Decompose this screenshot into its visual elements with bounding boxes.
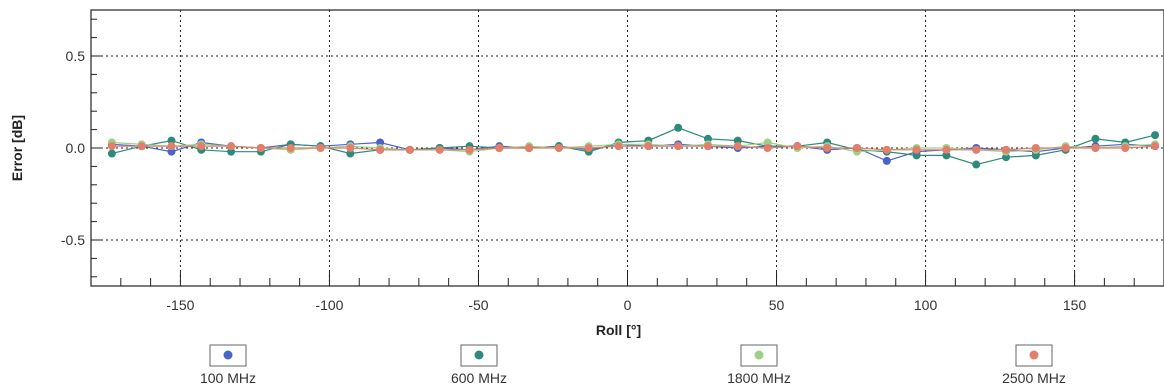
y-tick-label: 0.5 [66, 48, 86, 64]
x-tick-label: -150 [166, 297, 194, 313]
data-point [1002, 145, 1011, 154]
data-point [793, 142, 802, 151]
data-point [1151, 142, 1160, 151]
y-tick-label: 0.0 [66, 140, 86, 156]
data-point [197, 142, 206, 151]
x-axis-title: Roll [°] [596, 322, 641, 338]
x-tick-label: -50 [468, 297, 488, 313]
data-point [674, 142, 683, 151]
data-point [674, 123, 683, 132]
data-point [853, 144, 862, 152]
data-point [227, 147, 236, 156]
data-point [912, 151, 921, 160]
data-point [256, 144, 265, 152]
data-point [137, 142, 146, 151]
data-point [763, 144, 772, 152]
data-point [1031, 151, 1040, 160]
data-point [733, 136, 742, 145]
y-axis-title: Error [dB] [9, 115, 25, 181]
grid-layer [91, 10, 1164, 286]
data-point [942, 145, 951, 154]
x-tick-label: -100 [315, 297, 343, 313]
data-point [972, 145, 981, 154]
x-tick-label: 100 [914, 297, 938, 313]
data-point [614, 142, 623, 151]
data-point [525, 144, 534, 152]
legend-item: 100 MHz [200, 344, 256, 386]
data-point [584, 144, 593, 152]
data-point [703, 134, 712, 143]
legend-item: 2500 MHz [1002, 344, 1066, 386]
data-point [376, 138, 385, 147]
data-point [644, 142, 653, 151]
data-point [554, 144, 563, 152]
legend-item: 1800 MHz [727, 344, 791, 386]
legend: 100 MHz 600 MHz 1800 MHz 2500 MHz [200, 344, 1066, 386]
data-point [227, 142, 236, 151]
x-tick-label: 50 [769, 297, 785, 313]
series-2500-mhz [107, 142, 1160, 154]
legend-marker [474, 350, 484, 360]
data-point [167, 142, 176, 151]
series-line [111, 127, 1156, 166]
data-point [346, 149, 355, 158]
data-point [823, 144, 832, 152]
series-line [111, 145, 1156, 151]
data-point [405, 145, 414, 154]
legend-label: 100 MHz [200, 370, 256, 386]
legend-marker [754, 350, 764, 360]
legend-label: 1800 MHz [727, 370, 791, 386]
series-layer [107, 123, 1160, 169]
data-point [495, 144, 504, 152]
data-point [1061, 144, 1070, 152]
data-point [286, 144, 295, 152]
x-tick-label: 0 [624, 297, 632, 313]
data-point [1002, 153, 1011, 162]
data-point [733, 142, 742, 151]
data-point [435, 145, 444, 154]
data-point [107, 149, 116, 158]
x-tick-label: 150 [1063, 297, 1087, 313]
legend-label: 2500 MHz [1002, 370, 1066, 386]
data-point [882, 156, 891, 165]
data-point [1151, 131, 1160, 140]
ticks-layer: -150 -100 -50 0 50 100 150 -0.5 0.0 0.5 [61, 18, 1164, 313]
legend-marker [223, 350, 233, 360]
legend-item: 600 MHz [451, 344, 507, 386]
data-point [465, 145, 474, 154]
data-point [167, 147, 176, 156]
data-point [912, 145, 921, 154]
data-point [942, 151, 951, 160]
data-point [882, 145, 891, 154]
legend-label: 600 MHz [451, 370, 507, 386]
data-point [107, 142, 116, 151]
data-point [316, 144, 325, 152]
legend-marker [1029, 350, 1039, 360]
data-point [763, 138, 772, 147]
data-point [346, 144, 355, 152]
data-point [167, 136, 176, 145]
data-point [703, 142, 712, 151]
data-point [1031, 144, 1040, 152]
data-point [1091, 144, 1100, 152]
data-point [1121, 144, 1130, 152]
y-tick-label: -0.5 [61, 232, 85, 248]
data-point [972, 160, 981, 169]
data-point [1091, 134, 1100, 143]
data-point [376, 145, 385, 154]
